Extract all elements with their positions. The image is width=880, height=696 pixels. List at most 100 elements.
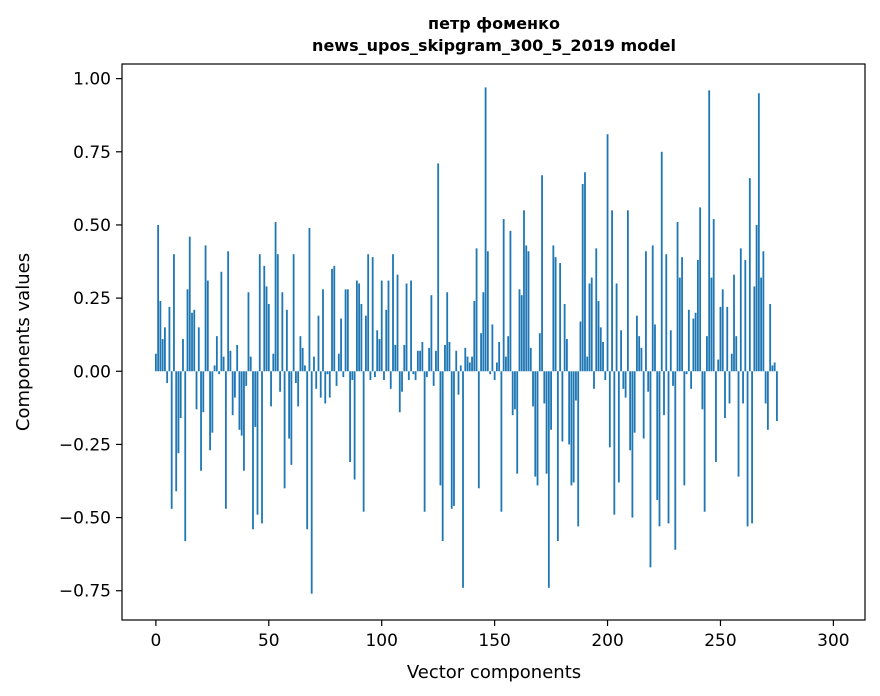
bar xyxy=(559,262,562,372)
bar xyxy=(191,312,193,372)
bar xyxy=(552,245,555,372)
bar xyxy=(154,353,157,372)
bar xyxy=(360,303,363,372)
bar xyxy=(477,371,480,489)
bar xyxy=(660,151,663,372)
bar xyxy=(708,90,711,372)
bar xyxy=(179,371,182,419)
bar xyxy=(561,371,564,442)
bar xyxy=(444,344,446,372)
bar xyxy=(346,289,349,372)
bar xyxy=(706,336,708,372)
bar xyxy=(649,371,652,568)
bar xyxy=(719,306,722,372)
y-tick-label: −0.25 xyxy=(59,435,111,455)
bar xyxy=(240,371,243,436)
bar xyxy=(272,353,275,372)
bar xyxy=(541,175,543,372)
bar xyxy=(256,371,259,515)
bar xyxy=(462,371,464,588)
bar xyxy=(606,134,609,372)
bar xyxy=(486,251,489,372)
plot-frame xyxy=(121,63,866,621)
bar xyxy=(525,245,528,372)
bar xyxy=(746,371,749,527)
bar xyxy=(473,301,476,372)
bar xyxy=(696,260,699,372)
bar xyxy=(416,350,419,372)
bar xyxy=(288,371,291,439)
bar xyxy=(459,365,462,372)
bar xyxy=(446,292,449,372)
bar xyxy=(365,315,367,372)
bar xyxy=(730,353,733,372)
bar xyxy=(173,254,175,372)
bar xyxy=(369,371,372,381)
bar xyxy=(588,283,591,372)
bar xyxy=(195,371,198,410)
bar xyxy=(184,371,187,541)
bar xyxy=(425,371,428,378)
bar xyxy=(491,324,494,372)
bar xyxy=(593,371,595,389)
bar xyxy=(342,371,345,378)
bar xyxy=(258,254,261,372)
bar xyxy=(717,359,720,372)
y-tick-label: 0.50 xyxy=(73,216,111,236)
bar xyxy=(238,371,241,430)
bar xyxy=(310,371,313,594)
bar xyxy=(753,286,756,372)
bar xyxy=(421,342,424,372)
bar xyxy=(570,371,573,486)
y-tick-label: −0.75 xyxy=(59,582,111,602)
bar xyxy=(383,371,385,381)
bar xyxy=(283,371,286,489)
bar xyxy=(534,371,537,477)
bar xyxy=(669,330,672,372)
bar xyxy=(687,309,690,372)
bar xyxy=(285,309,288,372)
bar xyxy=(744,260,747,372)
bar xyxy=(423,371,426,512)
bar xyxy=(249,356,252,372)
bar xyxy=(398,371,401,413)
bar xyxy=(182,339,184,372)
bar xyxy=(403,344,406,372)
bar xyxy=(735,336,738,372)
bar xyxy=(407,371,410,381)
bar xyxy=(161,339,164,372)
bar xyxy=(699,207,702,372)
bar xyxy=(215,336,218,372)
bar xyxy=(274,222,277,372)
bar xyxy=(380,280,383,372)
y-tick-label: 0.75 xyxy=(73,143,111,163)
bar xyxy=(464,347,467,372)
bar xyxy=(685,371,688,375)
bar xyxy=(315,371,318,389)
bar xyxy=(608,371,611,448)
bar xyxy=(773,362,776,372)
bar xyxy=(638,336,641,372)
x-tick-label: 300 xyxy=(817,631,849,651)
bar xyxy=(712,219,715,372)
bar xyxy=(378,339,381,372)
y-tick-label: −0.50 xyxy=(59,509,111,529)
bar xyxy=(532,371,534,407)
bar xyxy=(742,371,744,404)
bar xyxy=(597,301,600,372)
bar xyxy=(231,371,234,416)
bar xyxy=(622,371,625,389)
bar xyxy=(376,330,379,372)
bar xyxy=(471,356,473,372)
bar xyxy=(626,210,629,372)
bar xyxy=(349,371,351,462)
bar xyxy=(457,371,460,395)
bar xyxy=(617,371,620,483)
bar xyxy=(188,236,191,372)
bar xyxy=(737,371,740,477)
bar xyxy=(292,254,295,372)
bar xyxy=(313,356,315,372)
bar xyxy=(690,371,693,389)
y-axis-ticks: −0.75 −0.50 −0.25 0.00 0.25 0.50 0.75 1.00 xyxy=(59,70,122,602)
